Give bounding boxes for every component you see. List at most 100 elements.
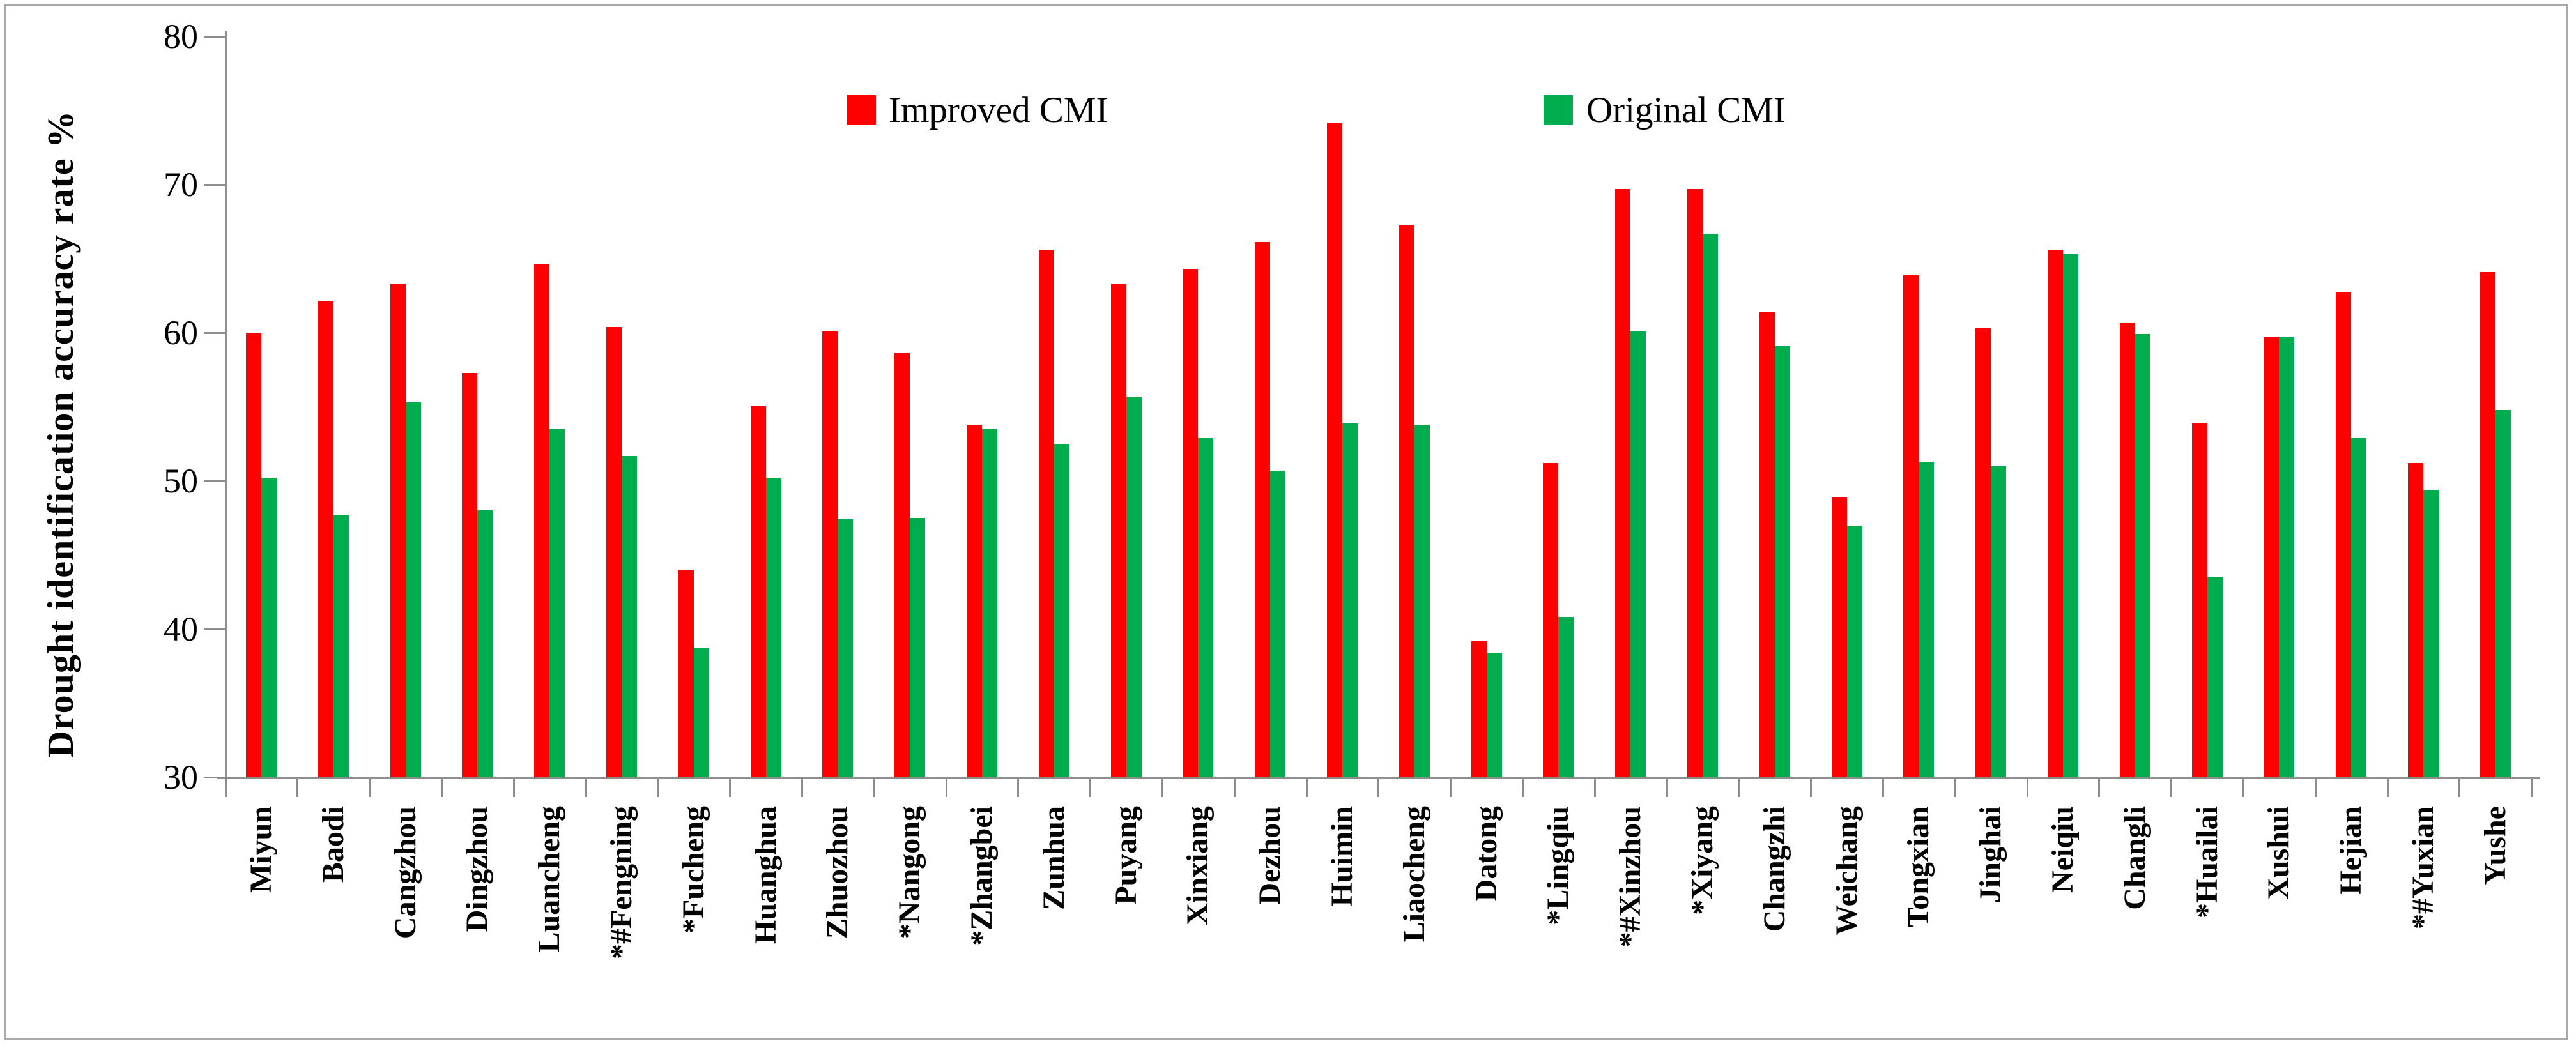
x-axis-label: Xushui xyxy=(2262,806,2296,900)
bar-improved-*#Yuxian xyxy=(2408,463,2423,777)
x-axis-label: Tongxian xyxy=(1901,806,1936,928)
bar-original-Huanghua xyxy=(765,478,781,777)
bar-improved-Luancheng xyxy=(534,264,550,777)
x-axis-label: Hejian xyxy=(2334,806,2368,895)
legend-swatch-original xyxy=(1544,95,1573,125)
bar-improved-Cangzhou xyxy=(390,284,406,777)
bar-improved-Baodi xyxy=(318,301,334,777)
x-axis-label: Baodi xyxy=(316,806,350,883)
y-tick xyxy=(204,628,227,630)
x-tick xyxy=(801,777,803,797)
x-axis-label: *#Yuxian xyxy=(2406,806,2440,929)
x-tick xyxy=(369,777,371,797)
x-axis-label: *#Xinzhou xyxy=(1613,806,1648,948)
bar-improved-*Xiyang xyxy=(1687,188,1703,777)
x-tick xyxy=(1450,777,1452,797)
bar-original-Tongxian xyxy=(1919,461,1935,777)
bar-original-*Zhangbei xyxy=(982,429,997,777)
bar-original-Puyang xyxy=(1126,396,1142,777)
x-tick xyxy=(2314,777,2317,797)
x-axis-label: Yushe xyxy=(2478,806,2512,885)
x-axis-label: Cangzhou xyxy=(388,806,422,939)
y-tick-label: 70 xyxy=(164,165,198,204)
x-tick xyxy=(2242,777,2244,797)
bar-improved-Miyun xyxy=(246,333,261,777)
x-tick xyxy=(585,777,587,797)
bar-original-Changzhi xyxy=(1774,346,1790,777)
bar-improved-Dingzhou xyxy=(462,372,478,777)
bar-improved-*Fucheng xyxy=(678,570,694,777)
bar-original-Baodi xyxy=(333,515,349,777)
x-axis-label: Luancheng xyxy=(532,806,567,953)
x-tick xyxy=(1882,777,1884,797)
x-axis-label: *Lingqiu xyxy=(1541,806,1575,925)
x-axis-label: Zunhua xyxy=(1036,806,1071,910)
x-axis-label: Dingzhou xyxy=(460,806,494,932)
bar-original-*#Xinzhou xyxy=(1630,331,1646,777)
x-tick xyxy=(2170,777,2173,797)
bar-original-Xushui xyxy=(2279,337,2295,777)
x-axis-label: Jinghai xyxy=(1974,806,2008,904)
x-tick xyxy=(1162,777,1163,797)
bar-improved-Weichang xyxy=(1831,497,1847,777)
x-tick xyxy=(2386,777,2389,797)
x-axis-label: Xinxiang xyxy=(1181,806,1215,925)
bar-improved-*Lingqiu xyxy=(1543,463,1559,777)
bar-original-*Fucheng xyxy=(693,648,709,777)
x-tick xyxy=(512,777,515,797)
bar-improved-Zhuozhou xyxy=(822,331,838,777)
x-axis-label: Huimin xyxy=(1325,806,1359,907)
x-tick xyxy=(2098,777,2101,797)
bar-original-Neiqiu xyxy=(2063,254,2078,777)
x-tick xyxy=(1666,777,1668,797)
y-tick xyxy=(204,777,227,778)
x-tick xyxy=(945,777,947,797)
x-tick xyxy=(1305,777,1308,797)
bar-improved-Tongxian xyxy=(1903,275,1919,777)
bar-improved-Liaocheng xyxy=(1399,224,1414,777)
bar-original-Zhuozhou xyxy=(838,519,854,777)
x-axis-label: Weichang xyxy=(1829,806,1864,936)
bar-original-Hejian xyxy=(2351,437,2367,777)
x-axis-label: Changli xyxy=(2117,806,2152,910)
x-axis-label: *Huailai xyxy=(2189,806,2224,919)
bar-improved-*Nangong xyxy=(894,353,910,777)
bar-improved-Datong xyxy=(1471,641,1487,777)
legend-swatch-improved xyxy=(847,95,876,125)
bar-original-*#Yuxian xyxy=(2423,489,2439,777)
x-axis-label: Changzhi xyxy=(1757,806,1791,932)
x-axis-label: Datong xyxy=(1469,806,1503,902)
bar-improved-Huanghua xyxy=(750,405,766,777)
bar-original-Jinghai xyxy=(1991,466,2007,777)
x-axis-label: Puyang xyxy=(1108,806,1143,905)
bar-improved-Xushui xyxy=(2264,337,2280,777)
x-tick xyxy=(441,777,443,797)
bar-improved-Neiqiu xyxy=(2048,250,2063,777)
bar-improved-Puyang xyxy=(1110,284,1126,777)
legend-label-original: Original CMI xyxy=(1586,90,1786,130)
x-axis-label: *Zhangbei xyxy=(965,806,999,946)
bar-improved-Changli xyxy=(2119,322,2135,777)
bar-improved-*#Fengning xyxy=(606,326,622,777)
x-axis-label: *Nangong xyxy=(893,806,927,939)
x-tick xyxy=(873,777,875,797)
x-tick xyxy=(1810,777,1813,797)
bar-improved-*Zhangbei xyxy=(967,424,982,777)
y-axis-title: Drought identification accuracy rate % xyxy=(40,110,81,757)
bar-improved-Xinxiang xyxy=(1183,269,1199,777)
x-axis-label: Liaocheng xyxy=(1397,806,1431,943)
bar-original-*Huailai xyxy=(2207,577,2223,777)
bar-original-Datong xyxy=(1486,653,1502,777)
bar-original-Weichang xyxy=(1846,525,1862,777)
chart-figure: Drought identification accuracy rate % I… xyxy=(4,4,2568,1040)
y-tick-label: 40 xyxy=(164,610,198,648)
x-tick xyxy=(1089,777,1092,797)
bar-original-Luancheng xyxy=(549,429,565,777)
bar-original-*Nangong xyxy=(910,518,926,777)
y-tick-label: 30 xyxy=(164,758,198,796)
bar-improved-*Huailai xyxy=(2191,423,2207,777)
x-tick xyxy=(1377,777,1380,797)
bar-original-Dingzhou xyxy=(477,510,493,777)
x-tick xyxy=(224,777,227,797)
bar-original-Huimin xyxy=(1342,423,1358,777)
